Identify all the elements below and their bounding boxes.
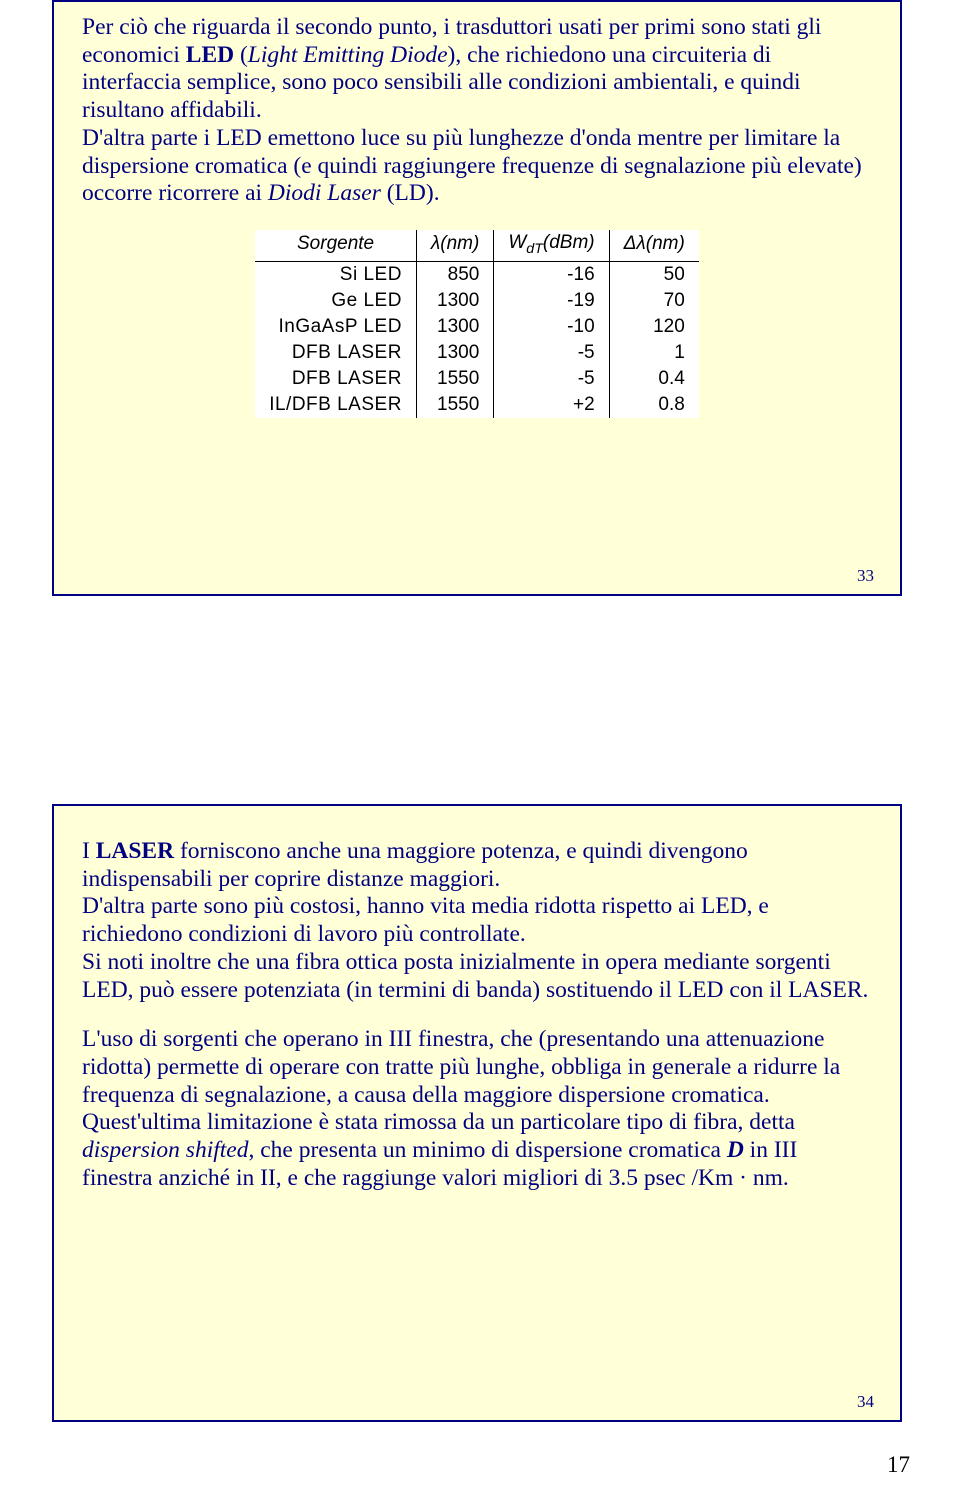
table-row: IL/DFB LASER 1550 +2 0.8 bbox=[255, 392, 699, 418]
cell-wl: 1300 bbox=[416, 314, 493, 340]
cell-dl: 0.4 bbox=[609, 366, 699, 392]
col-lambda: λ(nm) bbox=[416, 230, 493, 261]
table-wrap: Sorgente λ(nm) WdT(dBm) Δλ(nm) Si LED 85… bbox=[82, 230, 872, 418]
text-bold: LASER bbox=[96, 838, 174, 864]
cell-wl: 850 bbox=[416, 261, 493, 288]
page-number: 17 bbox=[887, 1452, 910, 1478]
slide2-para2: D'altra parte sono più costosi, hanno vi… bbox=[82, 893, 872, 948]
cell-wl: 1300 bbox=[416, 288, 493, 314]
slide-number: 33 bbox=[857, 566, 874, 586]
text: L'uso di sorgenti che operano in III fin… bbox=[82, 1026, 840, 1135]
table-row: Si LED 850 -16 50 bbox=[255, 261, 699, 288]
sources-table: Sorgente λ(nm) WdT(dBm) Δλ(nm) Si LED 85… bbox=[255, 230, 699, 418]
cell-wdt: -10 bbox=[494, 314, 609, 340]
cell-src: Ge LED bbox=[255, 288, 416, 314]
text-bold: LED bbox=[186, 42, 234, 68]
slide1-para2: D'altra parte i LED emettono luce su più… bbox=[82, 125, 872, 208]
slide2-para3: Si noti inoltre che una fibra ottica pos… bbox=[82, 949, 872, 1004]
cell-src: IL/DFB LASER bbox=[255, 392, 416, 418]
text-bolditalic: D bbox=[727, 1137, 744, 1163]
cell-src: InGaAsP LED bbox=[255, 314, 416, 340]
col-dlambda: Δλ(nm) bbox=[609, 230, 699, 261]
text: , che presenta un minimo di dispersione … bbox=[248, 1137, 726, 1163]
text: W bbox=[508, 232, 526, 253]
table-body: Si LED 850 -16 50 Ge LED 1300 -19 70 InG… bbox=[255, 261, 699, 418]
text: I bbox=[82, 838, 96, 864]
table-row: DFB LASER 1550 -5 0.4 bbox=[255, 366, 699, 392]
cell-wdt: -19 bbox=[494, 288, 609, 314]
text: forniscono anche una maggiore potenza, e… bbox=[82, 838, 748, 892]
cell-src: DFB LASER bbox=[255, 366, 416, 392]
table-header-row: Sorgente λ(nm) WdT(dBm) Δλ(nm) bbox=[255, 230, 699, 261]
cell-dl: 70 bbox=[609, 288, 699, 314]
cell-wdt: -5 bbox=[494, 340, 609, 366]
text: (dBm) bbox=[543, 232, 595, 253]
text-italic: dispersion shifted bbox=[82, 1137, 248, 1163]
slide-2: I LASER forniscono anche una maggiore po… bbox=[52, 804, 902, 1422]
col-sorgente: Sorgente bbox=[255, 230, 416, 261]
cell-wdt: +2 bbox=[494, 392, 609, 418]
cell-dl: 120 bbox=[609, 314, 699, 340]
cell-wl: 1550 bbox=[416, 392, 493, 418]
slide-number: 34 bbox=[857, 1392, 874, 1412]
cell-wl: 1550 bbox=[416, 366, 493, 392]
cell-src: DFB LASER bbox=[255, 340, 416, 366]
slide2-para4: L'uso di sorgenti che operano in III fin… bbox=[82, 1026, 872, 1192]
cell-src: Si LED bbox=[255, 261, 416, 288]
text: D'altra parte i LED emettono luce su più… bbox=[82, 125, 862, 206]
cell-wdt: -16 bbox=[494, 261, 609, 288]
text-italic: Light Emitting Diode bbox=[248, 42, 448, 68]
col-wdt: WdT(dBm) bbox=[494, 230, 609, 261]
table-row: Ge LED 1300 -19 70 bbox=[255, 288, 699, 314]
text-italic: Diodi Laser bbox=[268, 180, 381, 206]
cell-dl: 0.8 bbox=[609, 392, 699, 418]
table-row: InGaAsP LED 1300 -10 120 bbox=[255, 314, 699, 340]
cell-dl: 1 bbox=[609, 340, 699, 366]
text: ( bbox=[234, 42, 248, 68]
cell-dl: 50 bbox=[609, 261, 699, 288]
slide1-para1: Per ciò che riguarda il secondo punto, i… bbox=[82, 14, 872, 125]
cell-wl: 1300 bbox=[416, 340, 493, 366]
text: (LD). bbox=[381, 180, 440, 206]
cell-wdt: -5 bbox=[494, 366, 609, 392]
text-sub: dT bbox=[526, 241, 543, 257]
slide2-para1: I LASER forniscono anche una maggiore po… bbox=[82, 838, 872, 893]
table-row: DFB LASER 1300 -5 1 bbox=[255, 340, 699, 366]
slide-1: Per ciò che riguarda il secondo punto, i… bbox=[52, 0, 902, 596]
